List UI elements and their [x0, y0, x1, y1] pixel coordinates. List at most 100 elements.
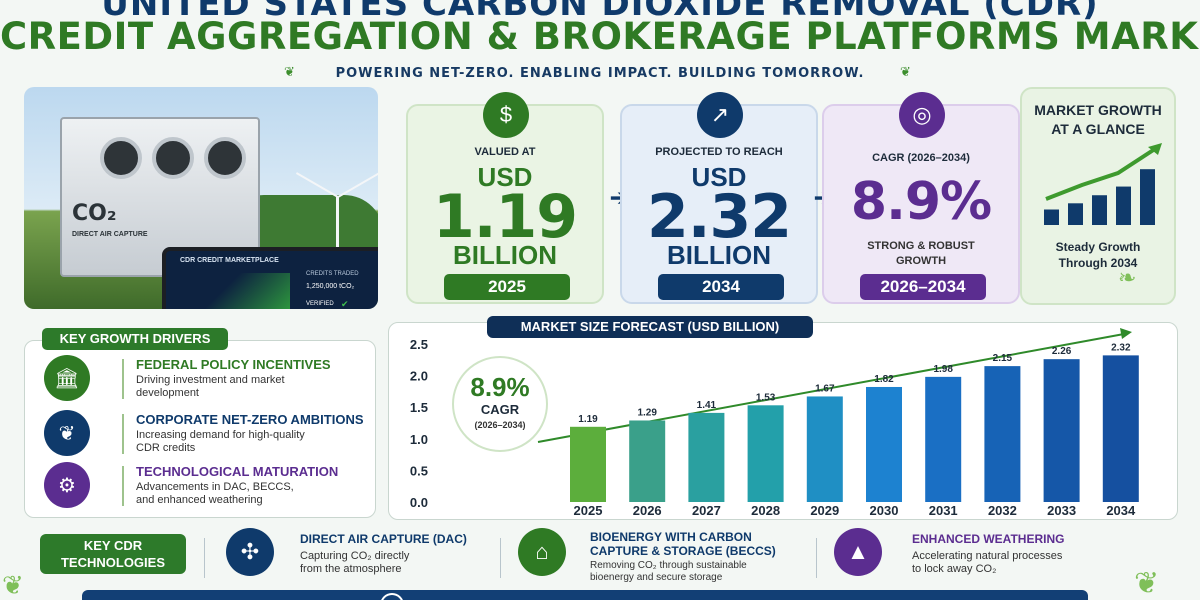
stat-value: 2.32: [646, 182, 792, 252]
stat-sub-line2: GROWTH: [895, 255, 947, 267]
bar-2028: [747, 405, 784, 502]
stat-sub-line1: STRONG & ROBUST: [867, 240, 975, 252]
driver-item: ❦ CORPORATE NET-ZERO AMBITIONS Increasin…: [44, 410, 364, 460]
tech-item-dac: ✣ DIRECT AIR CAPTURE (DAC) Capturing CO₂…: [226, 528, 506, 584]
chart-title: MARKET SIZE FORECAST (USD BILLION): [487, 316, 813, 338]
cagr-years: (2026–2034): [474, 420, 526, 430]
x-tick-label: 2029: [810, 503, 839, 518]
x-tick-label: 2032: [988, 503, 1017, 518]
stat-value: 1.19: [432, 182, 578, 252]
divider: [204, 538, 205, 578]
stat-value: 8.9%: [850, 172, 992, 232]
glance-arrow-head: [1148, 143, 1162, 155]
leaf-icon: ❦: [1134, 567, 1160, 600]
dac-label: DIRECT AIR CAPTURE: [72, 231, 148, 238]
turbine-blade: [295, 172, 339, 198]
bar-2034: [1102, 355, 1139, 502]
gear-circuit-icon: ⚙: [44, 462, 90, 508]
cagr-badge: 8.9% CAGR (2026–2034): [452, 356, 548, 452]
driver-desc: Increasing demand for high-quality CDR cr…: [136, 429, 356, 455]
stat-subtitle: STRONG & ROBUST GROWTH: [824, 239, 1018, 269]
glance-title-line2: AT A GLANCE: [1051, 121, 1145, 137]
check-icon: ✔: [341, 299, 349, 309]
data-label: 1.19: [578, 414, 598, 425]
turbine-blade: [337, 197, 339, 245]
bar-2033: [1043, 359, 1080, 502]
glance-bar: [1068, 203, 1083, 225]
tech-desc-line2: bioenergy and secure storage: [590, 572, 723, 583]
market-size-chart: 2.5 2.0 1.5 1.0 0.5 0.0 1.19 2025 1.29 2026 1.41 20…: [410, 328, 1139, 518]
glance-chart: [1044, 143, 1162, 225]
leaf-icon: ❦: [900, 64, 911, 79]
driver-title: TECHNOLOGICAL MATURATION: [136, 464, 339, 479]
tech-desc-line1: Accelerating natural processes: [912, 550, 1063, 562]
driver-desc-line2: and enhanced weathering: [136, 494, 263, 506]
divider: [122, 359, 124, 399]
fan-icon: [152, 137, 194, 179]
tech-desc: Removing CO₂ through sustainable bioenerg…: [590, 560, 747, 584]
fan-icon: ✣: [226, 528, 274, 576]
tech-title-line1: BIOENERGY WITH CARBON: [590, 530, 752, 544]
bar-2027: [688, 412, 725, 502]
leaf-icon: ❧: [1118, 265, 1137, 290]
data-label: 1.82: [874, 374, 894, 385]
driver-desc: Advancements in DAC, BECCS, and enhanced …: [136, 481, 356, 507]
driver-item: ⚙ TECHNOLOGICAL MATURATION Advancements …: [44, 462, 364, 512]
leaf-icon: ❦: [44, 410, 90, 456]
glance-sub-line1: Steady Growth: [1055, 240, 1141, 254]
x-tick-label: 2034: [1106, 503, 1136, 518]
stat-label: VALUED AT: [474, 146, 536, 158]
stat-card-valued: $ VALUED AT USD 1.19 BILLION 2025: [406, 92, 604, 304]
divider: [500, 538, 501, 578]
x-tick-label: 2031: [929, 503, 958, 518]
stat-currency: USD: [691, 162, 747, 192]
stat-unit: BILLION: [453, 240, 557, 270]
stat-unit: BILLION: [667, 240, 771, 270]
tech-desc-line2: to lock away CO₂: [912, 563, 997, 575]
technologies-heading: KEY CDR TECHNOLOGIES: [40, 534, 186, 574]
glance-sub-line2: Through 2034: [1058, 256, 1138, 270]
data-label: 1.67: [815, 383, 835, 394]
page-title-line1: UNITED STATES CARBON DIOXIDE REMOVAL (CD…: [101, 0, 1099, 24]
glance-bar: [1140, 169, 1155, 225]
stat-card-cagr: ◎ CAGR (2026–2034) 8.9% STRONG & ROBUST G…: [822, 92, 1020, 304]
driver-desc: Driving investment and market development: [136, 374, 356, 400]
tech-item-beccs: ⌂ BIOENERGY WITH CARBON CAPTURE & STORAGE…: [518, 528, 818, 584]
driver-title: FEDERAL POLICY INCENTIVES: [136, 357, 331, 372]
tech-desc-line2: from the atmosphere: [300, 563, 402, 575]
leaf-icon: ❦: [284, 64, 295, 79]
tablet: CDR CREDIT MARKETPLACE CREDITS TRADED 1,…: [162, 247, 378, 309]
y-tick-label: 2.0: [410, 369, 428, 384]
tech-item-weathering: ▲ ENHANCED WEATHERING Accelerating natur…: [834, 528, 1114, 584]
divider: [816, 538, 817, 578]
tech-title: BIOENERGY WITH CARBON CAPTURE & STORAGE (…: [590, 530, 776, 558]
footer-bar: [82, 590, 1088, 600]
driver-desc-line1: Advancements in DAC, BECCS,: [136, 481, 294, 493]
data-label: 1.41: [697, 400, 717, 411]
money-stack-icon: $: [483, 92, 529, 138]
x-tick-label: 2028: [751, 503, 780, 518]
bar-2029: [806, 396, 843, 502]
bar-2025: [570, 426, 606, 502]
y-tick-label: 1.0: [410, 432, 428, 447]
driver-item: 🏛 FEDERAL POLICY INCENTIVES Driving inve…: [44, 355, 364, 405]
technologies-heading-line2: TECHNOLOGIES: [60, 555, 165, 570]
driver-desc-line1: Driving investment and market: [136, 374, 285, 386]
y-tick-label: 2.5: [410, 337, 428, 352]
tech-desc: Capturing CO₂ directly from the atmospher…: [300, 550, 409, 576]
driver-title: CORPORATE NET-ZERO AMBITIONS: [136, 412, 364, 427]
trend-arrow-head: [1120, 328, 1132, 339]
tech-desc: Accelerating natural processes to lock aw…: [912, 550, 1062, 576]
drivers-heading: KEY GROWTH DRIVERS: [42, 328, 228, 350]
x-tick-label: 2030: [870, 503, 899, 518]
data-label: 1.29: [637, 407, 657, 418]
driver-desc-line1: Increasing demand for high-quality: [136, 429, 305, 441]
x-tick-label: 2026: [633, 503, 662, 518]
glance-title-line1: MARKET GROWTH: [1034, 102, 1162, 118]
hero-image: CO₂ DIRECT AIR CAPTURE CDR CREDIT MARKET…: [24, 87, 378, 309]
cagr-value: 8.9%: [470, 372, 530, 402]
bar-2026: [629, 420, 666, 502]
driver-desc-line2: CDR credits: [136, 442, 196, 454]
stat-year: 2025: [444, 274, 570, 300]
y-tick-label: 1.5: [410, 400, 428, 415]
